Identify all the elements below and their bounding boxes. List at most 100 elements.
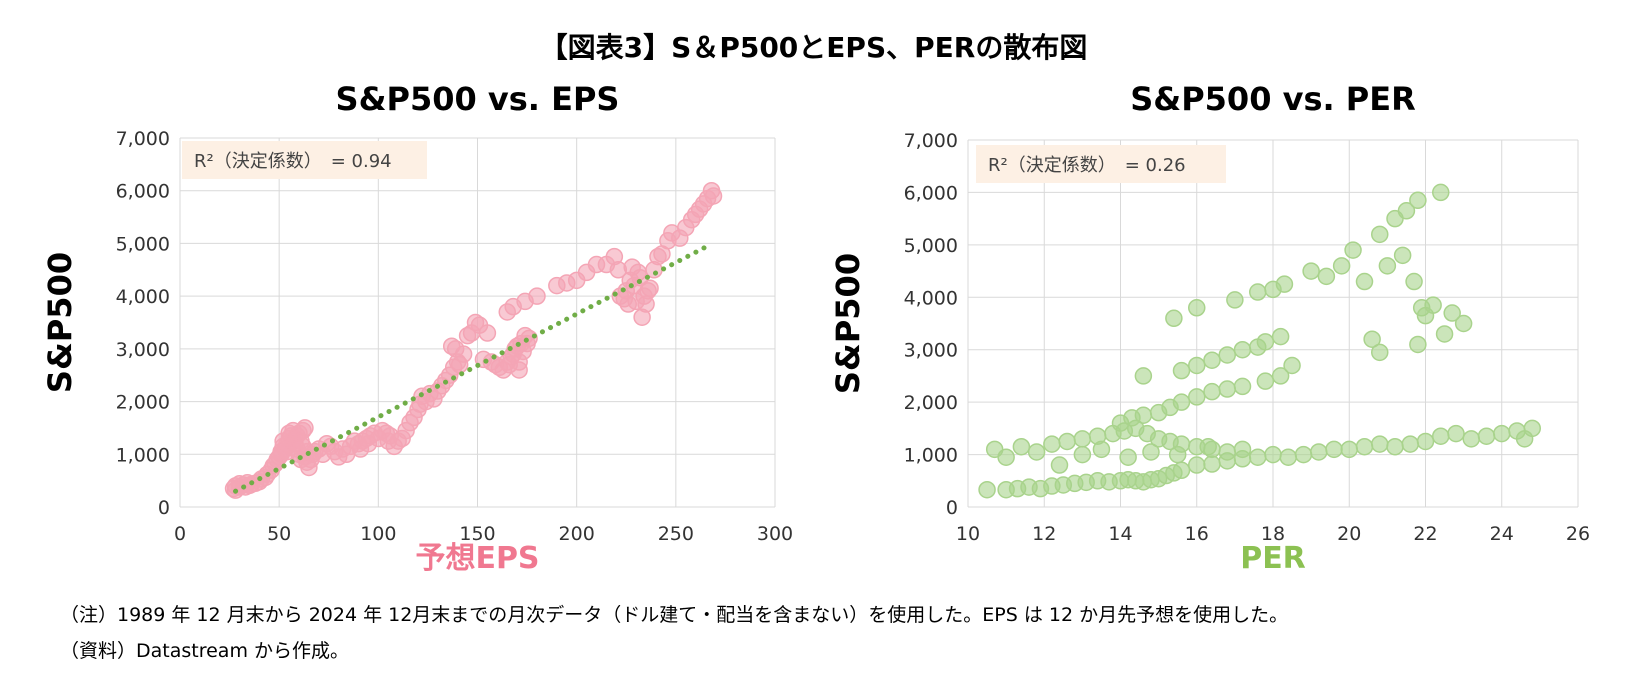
data-point [1073, 430, 1092, 448]
chart-title: S&P500 vs. EPS [336, 80, 620, 118]
data-point [1233, 377, 1252, 396]
x-tick-label: 100 [360, 523, 396, 545]
data-point [1168, 445, 1187, 464]
data-point [1275, 275, 1294, 293]
r2-annotation: R²（決定係数） = 0.94 [194, 151, 392, 172]
data-point [1172, 361, 1191, 380]
data-point [1092, 440, 1111, 459]
data-point [1386, 437, 1404, 456]
footnote: （注）1989 年 12 月末から 2024 年 12月末までの月次データ（ドル… [60, 604, 1289, 626]
data-point [1249, 283, 1267, 301]
data-point [1172, 393, 1191, 411]
data-point [1188, 388, 1206, 406]
x-tick-label: 10 [956, 523, 980, 545]
data-point [1283, 356, 1301, 375]
y-tick-label: 0 [158, 497, 170, 519]
data-point [1416, 432, 1435, 451]
data-point [1188, 456, 1206, 474]
data-point [454, 345, 473, 363]
data-point [528, 287, 546, 305]
data-point [1424, 296, 1442, 314]
y-tick-label: 4,000 [904, 287, 958, 309]
y-tick-label: 5,000 [116, 233, 170, 255]
data-point [1332, 257, 1351, 275]
data-point [1134, 406, 1153, 424]
x-tick-label: 16 [1185, 523, 1209, 545]
data-point [1405, 272, 1423, 291]
y-tick-label: 2,000 [116, 392, 170, 414]
data-point [1256, 372, 1275, 390]
chart-2: S&P500 vs. PER 0 1,000 2,000 3,000 4,000 5,000… [829, 80, 1590, 576]
data-point [1363, 330, 1381, 348]
data-point [1203, 382, 1221, 401]
data-point [1142, 443, 1160, 461]
data-point [1012, 437, 1031, 456]
r2-annotation-box [976, 145, 1226, 183]
x-axis-label: PER [1240, 541, 1306, 576]
y-tick-label: 1,000 [904, 445, 958, 467]
data-point [1325, 440, 1343, 459]
chart-title: S&P500 vs. PER [1130, 80, 1416, 118]
data-point [1378, 257, 1397, 275]
data-point [1271, 367, 1290, 385]
x-tick-label: 200 [559, 523, 595, 545]
x-tick-label: 22 [1413, 523, 1437, 545]
data-point [1435, 325, 1454, 343]
data-point [1279, 448, 1297, 466]
data-point [1188, 356, 1206, 375]
x-tick-label: 50 [267, 523, 291, 545]
data-point [1119, 448, 1137, 466]
data-point [1058, 432, 1076, 451]
x-tick-label: 300 [757, 523, 793, 545]
data-point [1310, 443, 1328, 461]
chart-1: S&P500 vs. EPS 0 1,000 2,000 3,000 4,000 5,000… [41, 80, 793, 576]
y-tick-label: 6,000 [116, 181, 170, 203]
data-point [1264, 445, 1282, 464]
data-point [1477, 427, 1496, 445]
data-point [1355, 437, 1374, 456]
data-point [1432, 427, 1450, 445]
data-point [1203, 455, 1221, 473]
data-point [1271, 327, 1290, 346]
x-axis-label: 予想EPS [415, 541, 539, 576]
data-point [1233, 340, 1252, 359]
data-point [1344, 241, 1362, 259]
data-point [1233, 440, 1252, 459]
y-tick-label: 0 [946, 497, 958, 519]
x-tick-label: 24 [1490, 523, 1514, 545]
data-point [1199, 437, 1217, 456]
trendline [233, 242, 713, 494]
data-point [1462, 430, 1480, 448]
data-point [1432, 183, 1450, 202]
r2-annotation: R²（決定係数） = 0.26 [988, 155, 1186, 176]
data-point [978, 480, 996, 499]
data-point [1371, 343, 1389, 362]
y-axis-label: S&P500 [41, 252, 79, 393]
x-tick-label: 0 [174, 523, 186, 545]
y-axis-label: S&P500 [829, 253, 867, 394]
data-point [1302, 262, 1320, 280]
data-point [1218, 380, 1236, 398]
data-point [478, 324, 497, 342]
data-point [1371, 225, 1389, 244]
y-tick-label: 3,000 [116, 339, 170, 361]
data-point [1515, 430, 1534, 448]
data-point [1493, 424, 1511, 443]
x-tick-label: 250 [658, 523, 694, 545]
data-point [1203, 351, 1221, 369]
data-point [1409, 335, 1427, 354]
data-point [641, 279, 659, 297]
data-point [1050, 456, 1069, 474]
y-tick-label: 2,000 [904, 392, 958, 414]
y-tick-label: 1,000 [116, 444, 170, 466]
data-point [1317, 267, 1336, 286]
data-point [1172, 461, 1191, 480]
y-tick-label: 3,000 [904, 340, 958, 362]
data-point [1393, 246, 1412, 265]
data-point [704, 187, 723, 205]
data-point [1443, 304, 1461, 322]
data-point [1218, 443, 1236, 461]
data-point [1454, 314, 1473, 333]
y-tick-label: 7,000 [116, 128, 170, 150]
r2-annotation-box [182, 141, 427, 179]
